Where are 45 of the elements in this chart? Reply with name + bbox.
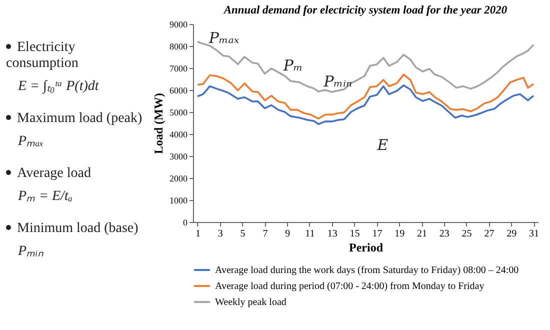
annotation: Pₘ	[282, 56, 303, 75]
annotation: E	[376, 136, 388, 154]
legend-label: Average load during the work days (from Saturday to Friday) 08:00 – 24:00	[215, 265, 519, 276]
x-tick-label: 7	[262, 228, 268, 240]
x-tick-label: 5	[240, 228, 246, 240]
text: Average load	[17, 166, 91, 181]
legend-label: Average load during period (07:00 - 24:00) from Monday to Friday	[215, 281, 484, 292]
y-tick-label: 8000	[170, 42, 188, 52]
text: Minimum load (base)	[17, 221, 138, 236]
x-tick-label: 11	[305, 228, 315, 240]
text: Pₘ = E/tₐ	[18, 189, 72, 204]
text: Pₘₐₓ	[18, 134, 44, 149]
text: Pₘᵢₙ	[18, 244, 44, 259]
y-tick-label: 7000	[170, 64, 188, 74]
annotation: Pₘᵢₙ	[322, 72, 352, 90]
text: Maximum load (peak)	[17, 111, 142, 126]
y-tick-label: 1000	[170, 196, 188, 206]
x-tick-label: 31	[529, 228, 540, 240]
x-tick-label: 13	[327, 228, 338, 240]
y-tick-label: 2000	[170, 174, 188, 184]
x-tick-label: 25	[462, 228, 472, 240]
x-tick-label: 23	[439, 228, 450, 240]
y-tick-label: 6000	[170, 86, 188, 96]
x-tick-label: 27	[484, 228, 494, 240]
annotation: Pₘₐₓ	[208, 28, 240, 47]
y-axis-title: Load (MW)	[152, 93, 166, 154]
x-tick-label: 19	[394, 228, 405, 240]
y-tick-label: 4000	[170, 130, 188, 140]
y-tick-label: 3000	[170, 152, 188, 162]
text: Electricity consumption	[6, 40, 78, 71]
x-tick-label: 1	[195, 228, 200, 240]
y-tick-label: 5000	[170, 108, 188, 118]
legend-label: Weekly peak load	[215, 297, 286, 308]
x-tick-label: 17	[372, 228, 382, 240]
x-axis-title: Period	[349, 240, 384, 254]
x-tick-label: 3	[218, 228, 223, 240]
y-tick-label: 9000	[170, 20, 188, 30]
x-tick-label: 21	[417, 228, 428, 240]
line-series	[196, 74, 534, 120]
y-tick-label: 0	[183, 218, 188, 228]
x-tick-label: 9	[285, 228, 290, 240]
chart-title: Annual demand for electricity system load for the year 2020	[222, 4, 508, 16]
x-tick-label: 29	[506, 228, 517, 240]
x-tick-label: 15	[350, 228, 360, 240]
text: E = ∫ₜ₀ᵗᵃ P(t)dt	[18, 79, 99, 94]
